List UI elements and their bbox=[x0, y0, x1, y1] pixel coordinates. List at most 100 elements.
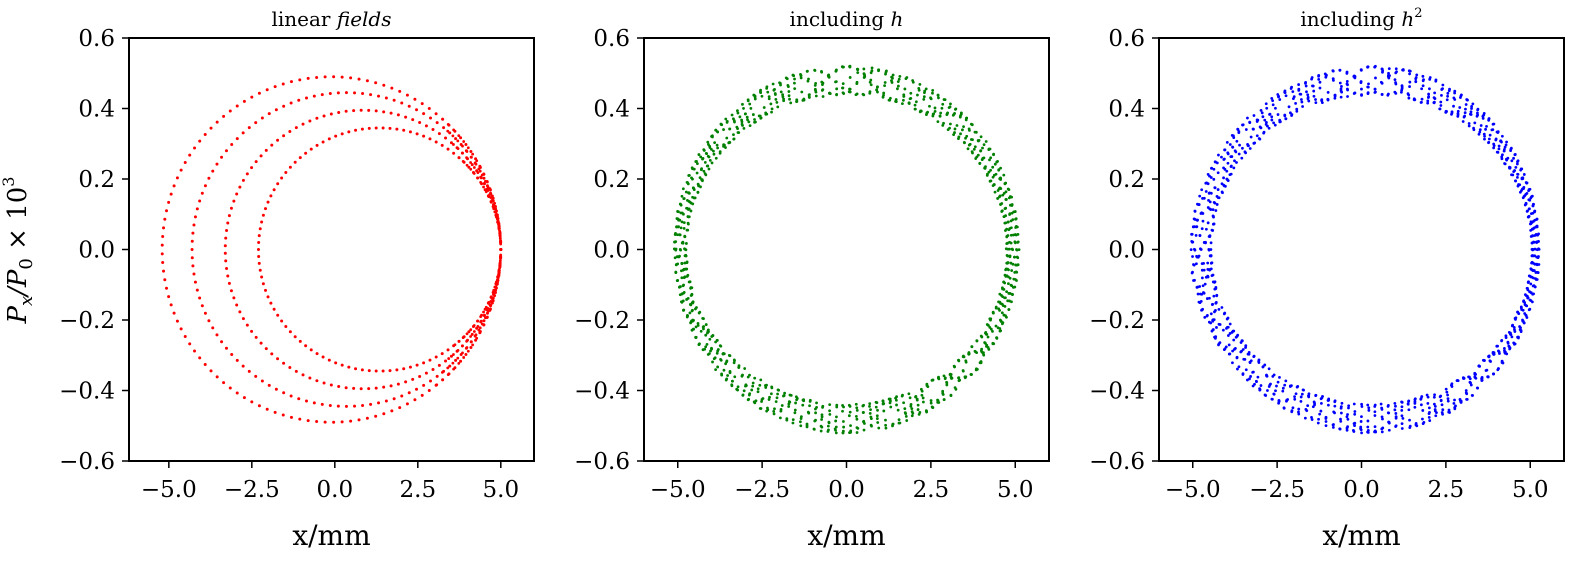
data-point bbox=[1473, 121, 1477, 125]
data-point bbox=[469, 150, 473, 154]
data-point bbox=[793, 408, 797, 412]
data-point bbox=[685, 261, 689, 265]
data-point bbox=[1317, 74, 1320, 78]
data-point bbox=[882, 91, 886, 95]
data-point bbox=[1260, 111, 1264, 115]
data-point bbox=[449, 141, 453, 145]
data-point bbox=[1400, 414, 1404, 418]
data-point bbox=[1532, 284, 1536, 287]
data-point bbox=[928, 104, 931, 108]
data-point bbox=[1505, 140, 1508, 144]
data-point bbox=[413, 97, 417, 101]
data-point bbox=[365, 79, 369, 83]
data-point bbox=[230, 143, 234, 147]
data-point bbox=[916, 403, 920, 407]
data-point bbox=[1203, 282, 1207, 286]
data-point bbox=[1446, 393, 1449, 397]
data-point bbox=[1248, 377, 1251, 381]
data-point bbox=[179, 327, 183, 331]
data-point bbox=[1220, 190, 1224, 194]
data-point bbox=[732, 133, 735, 137]
data-point bbox=[1387, 421, 1391, 425]
data-point bbox=[725, 136, 729, 140]
data-point bbox=[684, 267, 688, 271]
data-point bbox=[415, 387, 419, 391]
data-point bbox=[801, 403, 805, 407]
data-point bbox=[1216, 171, 1220, 175]
data-point bbox=[973, 145, 977, 149]
data-point bbox=[1237, 130, 1241, 133]
data-point bbox=[1305, 90, 1308, 94]
ylabel-sup-3: 3 bbox=[0, 177, 18, 187]
data-point bbox=[1210, 228, 1214, 232]
data-point bbox=[1513, 153, 1517, 156]
data-point bbox=[675, 217, 679, 220]
data-point bbox=[1242, 357, 1246, 361]
data-point bbox=[415, 363, 419, 367]
data-point bbox=[472, 324, 476, 327]
data-point bbox=[855, 406, 859, 410]
data-point bbox=[1014, 226, 1018, 229]
data-point bbox=[175, 176, 179, 180]
data-point bbox=[315, 379, 319, 383]
data-point bbox=[465, 339, 469, 343]
data-point bbox=[1440, 93, 1443, 97]
data-point bbox=[162, 226, 166, 230]
data-point bbox=[1414, 422, 1418, 425]
data-point bbox=[472, 166, 476, 169]
data-point bbox=[1482, 132, 1486, 136]
data-point bbox=[1387, 428, 1391, 432]
data-point bbox=[674, 263, 678, 267]
data-point bbox=[712, 149, 715, 153]
data-point bbox=[897, 77, 901, 81]
data-point bbox=[1252, 141, 1256, 145]
data-point bbox=[1421, 422, 1425, 425]
data-point bbox=[1008, 247, 1011, 251]
data-point bbox=[994, 306, 998, 310]
data-point bbox=[267, 383, 271, 387]
data-point bbox=[1366, 91, 1370, 95]
data-point bbox=[1010, 269, 1014, 272]
data-point bbox=[983, 341, 987, 344]
data-point bbox=[367, 126, 371, 130]
data-point bbox=[441, 117, 444, 121]
data-point bbox=[1234, 150, 1238, 154]
data-point bbox=[1386, 404, 1390, 408]
data-point bbox=[929, 399, 933, 402]
data-point bbox=[1220, 155, 1223, 159]
data-point bbox=[986, 335, 990, 339]
data-point bbox=[1446, 94, 1449, 98]
data-point bbox=[1213, 201, 1217, 205]
data-point bbox=[1464, 103, 1468, 106]
data-point bbox=[1016, 233, 1020, 236]
data-point bbox=[452, 128, 456, 132]
data-point bbox=[257, 234, 261, 238]
data-point bbox=[495, 286, 498, 290]
data-point bbox=[175, 319, 179, 323]
data-point bbox=[713, 356, 717, 360]
data-point bbox=[340, 363, 344, 367]
y-tick-label: −0.2 bbox=[574, 308, 630, 334]
data-point bbox=[485, 316, 489, 319]
data-point bbox=[479, 166, 482, 169]
data-point bbox=[997, 168, 1001, 172]
data-point bbox=[904, 77, 908, 80]
data-point bbox=[771, 82, 775, 86]
data-point bbox=[711, 360, 714, 364]
data-point bbox=[847, 414, 851, 418]
data-point bbox=[1007, 308, 1011, 311]
data-point bbox=[190, 239, 194, 243]
data-point bbox=[787, 90, 791, 93]
data-point bbox=[1223, 311, 1227, 315]
ylabel-slash-p: /P bbox=[3, 269, 33, 299]
data-point bbox=[1217, 153, 1220, 157]
data-point bbox=[1439, 104, 1443, 107]
data-point bbox=[722, 352, 726, 356]
data-point bbox=[470, 332, 474, 336]
data-point bbox=[479, 180, 483, 184]
data-point bbox=[395, 368, 399, 372]
data-point bbox=[1209, 241, 1213, 245]
data-point bbox=[1228, 173, 1232, 177]
data-point bbox=[1339, 87, 1343, 91]
